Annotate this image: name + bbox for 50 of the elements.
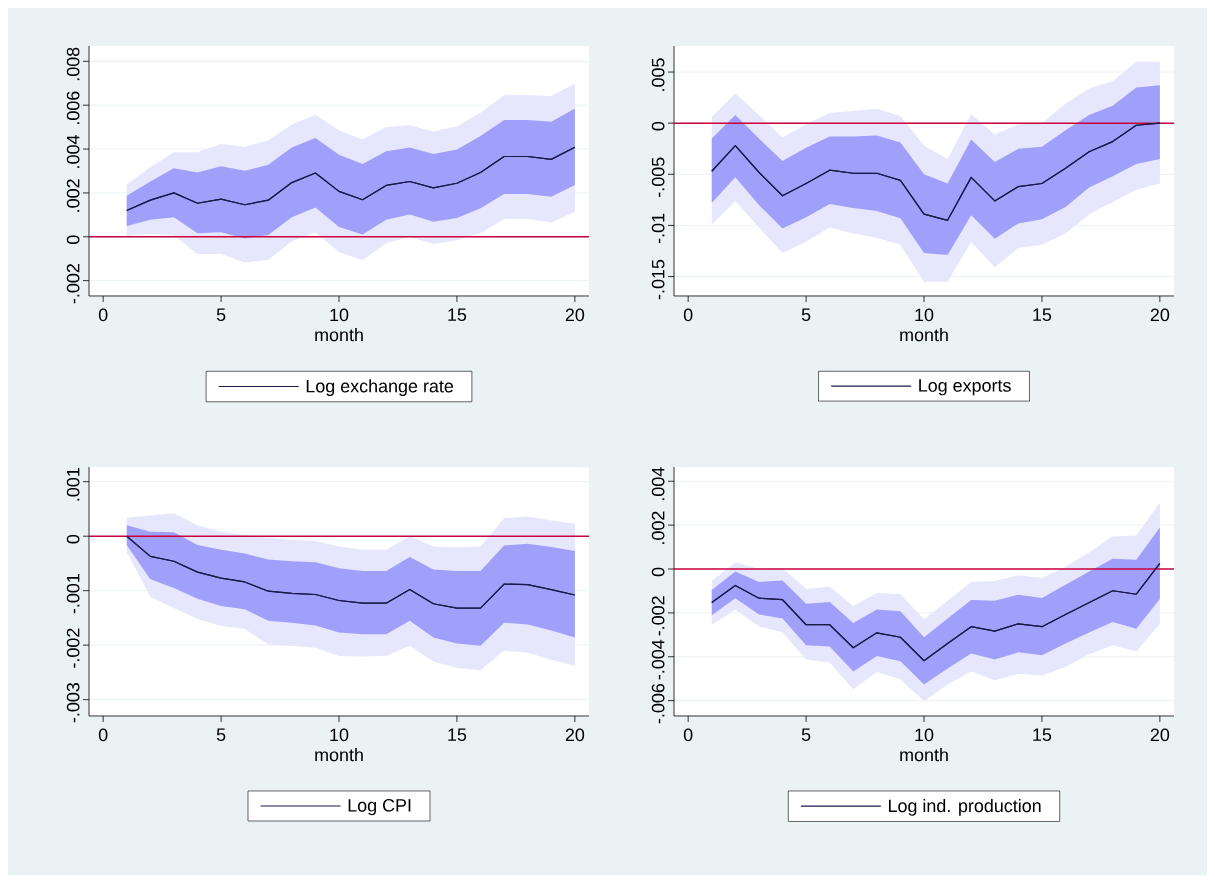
x-axis-title: month xyxy=(900,328,948,342)
y-tick-label: .004 xyxy=(651,467,665,501)
x-axis-title: month xyxy=(315,328,363,342)
y-tick-label: -.001 xyxy=(66,574,80,614)
y-tick-label: -.002 xyxy=(66,264,80,304)
x-tick-label: 20 xyxy=(565,308,585,322)
x-tick-label: 0 xyxy=(683,728,693,742)
x-tick-label: 5 xyxy=(216,728,226,742)
x-tick-label: 15 xyxy=(1033,308,1052,322)
legend-label: Log CPI xyxy=(348,798,411,816)
legend-label: Log exports xyxy=(919,379,1011,396)
x-tick-label: 20 xyxy=(1150,308,1170,322)
x-axis-title: month xyxy=(900,748,948,762)
x-tick-label: 0 xyxy=(98,728,108,742)
y-tick-label: -.01 xyxy=(651,213,665,244)
x-tick-label: 0 xyxy=(98,308,108,322)
y-tick-label: .005 xyxy=(651,58,665,91)
x-tick-label: 5 xyxy=(216,308,226,322)
y-tick-label: -.003 xyxy=(66,682,80,723)
y-tick-label: 0 xyxy=(66,534,80,544)
y-tick-label: .008 xyxy=(66,47,80,81)
x-tick-label: 10 xyxy=(915,308,934,322)
x-tick-label: 15 xyxy=(448,308,467,322)
x-tick-label: 5 xyxy=(801,308,811,322)
y-tick-label: .002 xyxy=(66,179,80,212)
y-tick-label: .001 xyxy=(66,468,80,501)
x-tick-label: 10 xyxy=(330,308,349,322)
y-tick-label: -.015 xyxy=(651,259,665,300)
y-tick-label: -.004 xyxy=(651,639,665,680)
y-tick-label: .006 xyxy=(66,91,80,124)
x-tick-label: 10 xyxy=(330,728,349,742)
x-tick-label: 0 xyxy=(683,308,693,322)
x-tick-label: 20 xyxy=(1150,728,1170,742)
legend-label: Log ind. production xyxy=(888,798,1041,816)
y-tick-label: .004 xyxy=(66,135,80,168)
x-tick-label: 10 xyxy=(915,728,934,742)
y-tick-label: -.002 xyxy=(66,628,80,668)
x-tick-label: 15 xyxy=(1033,728,1052,742)
y-tick-label: -.005 xyxy=(651,157,665,197)
y-tick-label: .002 xyxy=(651,511,665,544)
legend-label: Log exchange rate xyxy=(306,379,454,396)
x-tick-label: 15 xyxy=(448,728,467,742)
y-tick-label: 0 xyxy=(651,567,665,577)
y-tick-label: 0 xyxy=(66,235,80,245)
x-axis-title: month xyxy=(315,748,363,762)
y-tick-label: -.006 xyxy=(651,683,665,724)
y-tick-label: 0 xyxy=(651,121,665,131)
x-tick-label: 5 xyxy=(801,728,811,742)
y-tick-label: -.002 xyxy=(651,596,665,636)
x-tick-label: 20 xyxy=(565,728,585,742)
